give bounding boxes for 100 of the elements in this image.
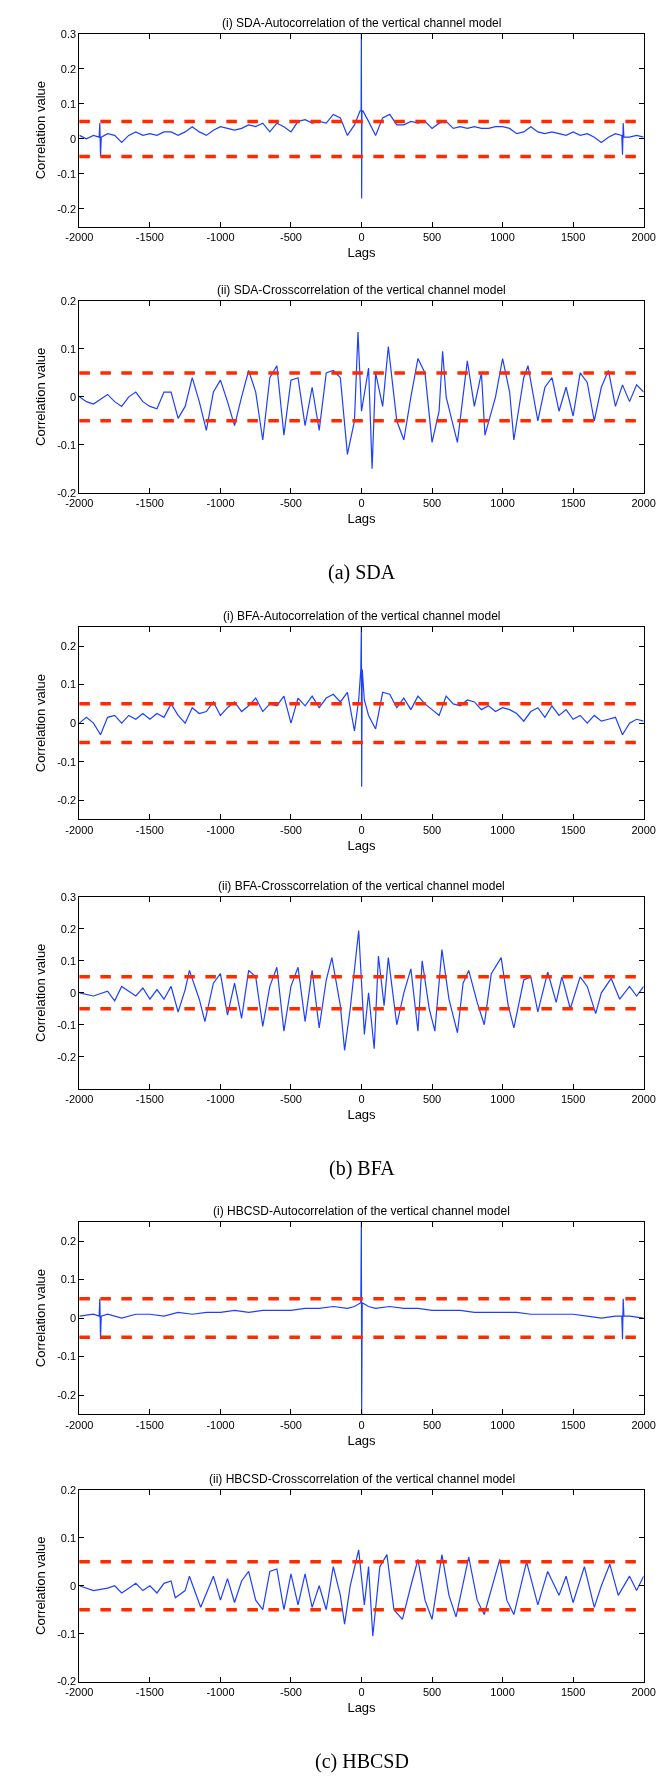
x-tick-label: 500 — [422, 230, 442, 243]
x-tick-label: 0 — [358, 1418, 365, 1431]
y-axis-title: Correlation value — [33, 347, 49, 446]
x-tick-label: 1000 — [490, 823, 515, 836]
y-axis-title: Correlation value — [33, 1268, 49, 1368]
x-tick-label: 0 — [358, 823, 365, 836]
y-axis-title: Correlation value — [33, 943, 49, 1042]
x-tick-label: -500 — [279, 496, 302, 509]
x-tick-label: 1000 — [490, 496, 515, 509]
y-tick-label: 0.1 — [60, 954, 77, 967]
x-tick-label: -1500 — [135, 230, 164, 243]
x-tick-label: -2000 — [65, 823, 94, 836]
x-tick-label: 0 — [358, 496, 365, 509]
x-tick-label: 500 — [422, 1418, 442, 1431]
y-tick-label: -0.1 — [57, 1018, 77, 1031]
x-tick-label: 1000 — [490, 1092, 515, 1105]
x-tick-label: -1000 — [206, 1092, 235, 1105]
chart-title: (i) BFA-Autocorrelation of the vertical channel model — [223, 609, 501, 623]
x-tick-label: -2000 — [65, 496, 94, 509]
x-tick-label: 500 — [422, 496, 442, 509]
x-tick-label: -500 — [279, 1685, 302, 1698]
x-tick-label: -500 — [279, 1418, 302, 1431]
x-tick-label: 1500 — [560, 1685, 586, 1698]
y-tick-label: 0 — [70, 390, 77, 403]
chart-title: (ii) HBCSD-Crosscorrelation of the vertical channel model — [209, 1472, 516, 1486]
y-tick-label: 0.2 — [60, 294, 77, 307]
x-tick-label: -1000 — [206, 1418, 235, 1431]
y-tick-label: -0.1 — [57, 755, 77, 768]
y-tick-label: 0.2 — [60, 639, 77, 652]
x-tick-label: 1000 — [490, 1685, 515, 1698]
x-tick-label: 2000 — [631, 1418, 656, 1431]
x-tick-label: -1500 — [135, 1092, 164, 1105]
x-tick-label: 2000 — [631, 1092, 656, 1105]
x-tick-label: -2000 — [65, 230, 94, 243]
x-tick-label: -500 — [279, 823, 302, 836]
x-tick-label: -1500 — [135, 496, 164, 509]
y-tick-label: 0.2 — [60, 1234, 77, 1247]
chart-title: (ii) SDA-Crosscorrelation of the vertical channel model — [217, 283, 506, 297]
x-axis-title: Lags — [347, 1433, 377, 1449]
x-tick-label: 0 — [358, 1092, 365, 1105]
x-tick-label: -2000 — [65, 1092, 94, 1105]
x-tick-label: -1000 — [206, 823, 235, 836]
y-tick-label: 0 — [70, 132, 77, 145]
line-series — [79, 929, 644, 1051]
y-tick-label: 0 — [70, 1579, 77, 1592]
y-tick-label: 0.2 — [60, 922, 77, 935]
x-tick-label: -2000 — [65, 1685, 94, 1698]
chart-title: (ii) BFA-Crosscorrelation of the vertical channel model — [218, 879, 505, 893]
line-series — [79, 1221, 644, 1415]
y-tick-label: -0.2 — [57, 1050, 77, 1063]
y-tick-label: -0.1 — [57, 167, 77, 180]
y-tick-label: 0.2 — [60, 62, 77, 75]
x-tick-label: 500 — [422, 1685, 442, 1698]
y-tick-label: -0.2 — [57, 202, 77, 215]
x-tick-label: -2000 — [65, 1418, 94, 1431]
x-tick-label: 1000 — [490, 1418, 515, 1431]
y-tick-label: 0.1 — [60, 1273, 77, 1286]
x-axis-title: Lags — [347, 838, 377, 854]
y-tick-label: -0.2 — [57, 1389, 77, 1402]
x-tick-label: 2000 — [631, 496, 656, 509]
y-tick-label: 0.1 — [60, 342, 77, 355]
y-tick-label: 0.1 — [60, 1531, 77, 1544]
x-tick-label: 2000 — [631, 1685, 656, 1698]
y-tick-label: -0.2 — [57, 1675, 77, 1688]
y-tick-label: 0.3 — [60, 890, 77, 903]
line-series — [79, 1549, 644, 1637]
y-tick-label: -0.2 — [57, 794, 77, 807]
x-tick-label: -500 — [279, 1092, 302, 1105]
y-axis-title: Correlation value — [33, 673, 49, 773]
y-tick-label: 0.1 — [60, 97, 77, 110]
y-tick-label: 0.3 — [60, 27, 77, 40]
y-tick-label: -0.2 — [57, 486, 77, 499]
x-tick-label: -1000 — [206, 1685, 235, 1698]
x-tick-label: 500 — [422, 823, 442, 836]
chart-title: (i) SDA-Autocorrelation of the vertical channel model — [222, 16, 502, 30]
x-tick-label: 2000 — [631, 823, 656, 836]
y-tick-label: 0 — [70, 716, 77, 729]
x-axis-title: Lags — [347, 1107, 377, 1123]
y-tick-label: 0.1 — [60, 678, 77, 691]
x-axis-title: Lags — [347, 511, 377, 527]
y-tick-label: 0 — [70, 1311, 77, 1324]
line-series — [79, 331, 644, 470]
x-tick-label: 1500 — [560, 823, 586, 836]
x-tick-label: -1500 — [135, 1685, 164, 1698]
y-tick-label: 0.2 — [60, 1483, 77, 1496]
x-tick-label: -1000 — [206, 230, 235, 243]
x-tick-label: -1000 — [206, 496, 235, 509]
x-tick-label: 1500 — [560, 230, 586, 243]
text: (c) HBCSD — [315, 1750, 409, 1773]
x-axis-title: Lags — [347, 245, 377, 261]
x-tick-label: -500 — [279, 230, 302, 243]
text: (b) BFA — [329, 1157, 396, 1180]
chart-title: (i) HBCSD-Autocorrelation of the vertical channel model — [213, 1204, 510, 1218]
text: (a) SDA — [328, 561, 396, 584]
y-tick-label: 0 — [70, 986, 77, 999]
x-tick-label: 1500 — [560, 1092, 586, 1105]
y-tick-label: -0.1 — [57, 1627, 77, 1640]
x-tick-label: 0 — [358, 230, 365, 243]
x-tick-label: 1000 — [490, 230, 515, 243]
x-tick-label: -1500 — [135, 1418, 164, 1431]
